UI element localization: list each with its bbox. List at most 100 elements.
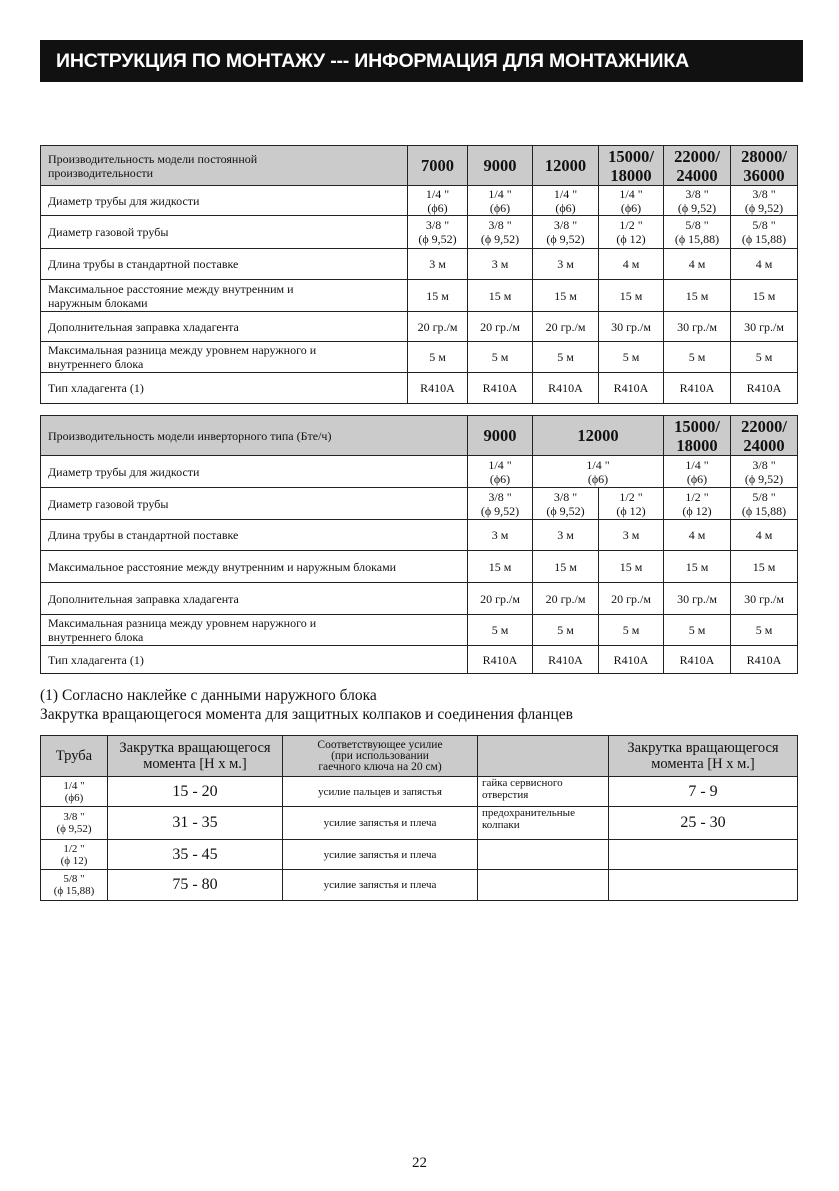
table-row: 3/8 " (ϕ 9,52) 31 - 35 усилие запястья и п… [40,806,798,840]
model-column-header: 9000 [467,145,533,186]
row-label: Тип хладагента (1) [40,372,408,404]
row-label: Длина трубы в стандартной поставке [40,519,468,551]
table-cell: 3/8 " (ϕ 9,52) [467,215,533,249]
table-cell: 15 м [467,279,533,312]
table-cell: 3/8 " (ϕ 9,52) [663,185,731,216]
table-row: Диаметр трубы для жидкости 1/4 " (ϕ6) 1/4 … [40,185,798,216]
table-cell: 30 гр./м [598,311,664,342]
table-cell: 4 м [730,519,798,551]
row-label: Дополнительная заправка хладагента [40,311,408,342]
table-cell: 5/8 " (ϕ 15,88) [730,215,798,249]
row-label: Тип хладагента (1) [40,645,468,674]
row-label: Максимальное расстояние между внутренним… [40,550,468,583]
table-cell: 15 м [598,550,664,583]
table-cell: 4 м [730,248,798,280]
table-header-row: Производительность модели постоянной про… [40,145,798,186]
table-cell: усилие запястья и плеча [282,806,478,840]
table-cell: 3 м [532,519,599,551]
table-cell: гайка сервисного отверстия [477,776,609,807]
table-cell: 5 м [598,341,664,373]
table-header-row: Труба Закрутка вращающегося момента [Н х … [40,735,798,777]
table-cell: 7 - 9 [608,776,798,807]
table-cell: 15 - 20 [107,776,283,807]
table-cell: 15 м [730,550,798,583]
table-cell: 1/4 " (ϕ6) [407,185,468,216]
table-cell: 15 м [467,550,533,583]
model-column-header: 22000/ 24000 [663,145,731,186]
table-cell: 5/8 " (ϕ 15,88) [40,869,108,901]
table-cell: 3/8 " (ϕ 9,52) [730,455,798,488]
table-cell: R410A [663,645,731,674]
table-cell [477,869,609,901]
row-label: Диаметр трубы для жидкости [40,455,468,488]
table-cell: 4 м [663,248,731,280]
table-cell: усилие пальцев и запястья [282,776,478,807]
table-cell: 20 гр./м [532,582,599,615]
table-cell: 5 м [407,341,468,373]
table-cell: 4 м [598,248,664,280]
table-cell: 5 м [730,614,798,646]
table-cell: 3 м [598,519,664,551]
table-header-row: Производительность модели инверторного т… [40,415,798,456]
table-cell: 15 м [532,279,599,312]
model-column-header: 15000/ 18000 [598,145,664,186]
table-cell: 3 м [407,248,468,280]
table-cell: 20 гр./м [598,582,664,615]
table-cell: 3 м [467,248,533,280]
row-label: Дополнительная заправка хладагента [40,582,468,615]
model-column-header: 12000 [532,415,664,456]
table-cell [608,839,798,870]
model-column-header: 15000/ 18000 [663,415,731,456]
table-row: Тип хладагента (1) R410A R410A R410A R410A R4… [40,645,798,674]
table-cell: 15 м [407,279,468,312]
model-column-header: 9000 [467,415,533,456]
table-row: 5/8 " (ϕ 15,88) 75 - 80 усилие запястья и … [40,869,798,901]
table-row: Диаметр газовой трубы 3/8 " (ϕ 9,52) 3/8 "… [40,487,798,520]
table-cell: 1/4 " (ϕ6) [40,776,108,807]
table-cell: 15 м [663,550,731,583]
torque-table: Труба Закрутка вращающегося момента [Н х … [40,735,798,901]
table-cell: 75 - 80 [107,869,283,901]
table-cell: предохранительные колпаки [477,806,609,840]
table-row: 1/4 " (ϕ6) 15 - 20 усилие пальцев и запяст… [40,776,798,807]
table-row: Тип хладагента (1) R410A R410A R410A R410A R4… [40,372,798,404]
table-cell: 15 м [730,279,798,312]
table-cell: 5 м [467,614,533,646]
table-cell [477,839,609,870]
table-cell: 1/2 " (ϕ 12) [663,487,731,520]
table-row: Максимальная разница между уровнем наруж… [40,614,798,646]
table-cell: 5 м [663,341,731,373]
table-cell: 1/2 " (ϕ 12) [40,839,108,870]
table-row: Максимальная разница между уровнем наруж… [40,341,798,373]
table-cell: 4 м [663,519,731,551]
table-cell: усилие запястья и плеча [282,839,478,870]
column-header: Соответствующее усилие (при использовани… [282,735,478,777]
table-cell: 3/8 " (ϕ 9,52) [532,215,599,249]
table-cell: 1/4 " (ϕ6) [467,455,533,488]
table-cell: 5 м [730,341,798,373]
table-cell: 1/2 " (ϕ 12) [598,215,664,249]
table-cell: 5 м [532,341,599,373]
header-label: Производительность модели инверторного т… [40,415,468,456]
table-cell: 5 м [663,614,731,646]
table-cell: 3/8 " (ϕ 9,52) [730,185,798,216]
footnote: (1) Согласно наклейке с данными наружног… [40,687,377,704]
table-row: Диаметр трубы для жидкости 1/4 " (ϕ6) 1/4 … [40,455,798,488]
table-cell: 5/8 " (ϕ 15,88) [730,487,798,520]
table-cell: 20 гр./м [467,582,533,615]
column-header: Закрутка вращающегося момента [Н х м.] [608,735,798,777]
table-cell: R410A [407,372,468,404]
column-header [477,735,609,777]
table-cell: 3/8 " (ϕ 9,52) [532,487,599,520]
table-cell: R410A [532,645,599,674]
table-cell: 1/2 " (ϕ 12) [598,487,664,520]
table-cell: 15 м [532,550,599,583]
row-label: Диаметр газовой трубы [40,215,408,249]
table-cell: 1/4 " (ϕ6) [467,185,533,216]
header-label: Производительность модели постоянной про… [40,145,408,186]
column-header: Труба [40,735,108,777]
model-column-header: 12000 [532,145,599,186]
table-cell: 1/4 " (ϕ6) [532,185,599,216]
